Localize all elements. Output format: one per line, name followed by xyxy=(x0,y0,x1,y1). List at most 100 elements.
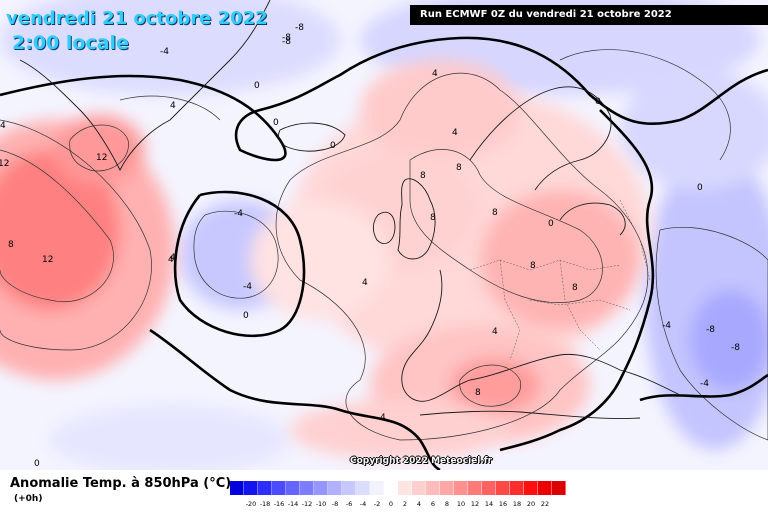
coast-north-africa xyxy=(419,410,641,419)
color-scale-tick-label: 2 xyxy=(402,500,408,508)
warm-area-iberia-core xyxy=(450,357,540,413)
contour-label: 0 xyxy=(697,183,703,193)
contour-atlantic-neg4 xyxy=(193,210,279,299)
color-scale-swatch xyxy=(230,481,244,495)
contour-label: 0 xyxy=(34,459,40,469)
contour-label: 8 xyxy=(456,163,462,173)
contour-label: 12 xyxy=(96,153,107,163)
contour-label: 0 xyxy=(330,141,336,151)
contour-label: -4 xyxy=(662,321,671,331)
contour-canada-8 xyxy=(0,119,152,351)
color-scale-tick-label: -10 xyxy=(315,500,327,508)
contour-label: 0 xyxy=(254,81,260,91)
color-scale-tick-label: -18 xyxy=(259,500,271,508)
contour-label: 4 xyxy=(0,121,6,131)
contour-label: 12 xyxy=(42,255,53,265)
contour-label: -8 xyxy=(282,37,291,47)
contour-label: 4 xyxy=(170,253,176,263)
color-scale-swatch xyxy=(272,481,286,495)
contour-label: -4 xyxy=(700,379,709,389)
color-scale-swatch xyxy=(314,481,328,495)
contour-russia-4 xyxy=(655,227,768,441)
color-scale-swatch xyxy=(454,481,468,495)
color-scale-tick-label: 10 xyxy=(456,500,466,508)
color-scale-tick-label: -20 xyxy=(245,500,257,508)
zero-contour-east xyxy=(499,109,655,452)
contour-europe-4 xyxy=(275,72,649,441)
coastlines xyxy=(19,0,681,419)
contour-label: 12 xyxy=(0,159,9,169)
color-scale-tick-label: 12 xyxy=(470,500,480,508)
contour-label: -4 xyxy=(243,282,252,292)
color-scale-swatch xyxy=(440,481,454,495)
cold-area-atlantic-south xyxy=(50,405,290,470)
contour-labels: -4 -8 -8 0 12 4 4 4 0 0 12 4 8 -8 8 12 8… xyxy=(0,23,740,469)
contour-label: 4 xyxy=(362,278,368,288)
coast-uk xyxy=(397,178,436,260)
contour-canada-12 xyxy=(0,149,114,302)
warm-area-south xyxy=(290,400,510,460)
contour-label: 4 xyxy=(432,69,438,79)
contour-label: -4 xyxy=(234,209,243,219)
contour-label: 0 xyxy=(548,219,554,229)
zero-contour-atlantic-loop xyxy=(173,190,306,338)
cold-area-northeast xyxy=(620,70,768,190)
contour-label: 8 xyxy=(430,213,436,223)
contour-label: 0 xyxy=(595,97,601,107)
model-run-label: Run ECMWF 0Z du vendredi 21 octobre 2022 xyxy=(410,5,768,25)
color-scale-tick-label: -2 xyxy=(373,500,381,508)
color-scale-tick-label: 16 xyxy=(498,500,508,508)
color-scale-swatch xyxy=(412,481,426,495)
color-scale-swatch xyxy=(356,481,370,495)
coast-ireland xyxy=(372,211,396,244)
color-scale-tick-label: 6 xyxy=(430,500,436,508)
legend-lead-time: (+0h) xyxy=(14,494,43,504)
contour-label: -8 xyxy=(706,325,715,335)
contour-label: 8 xyxy=(530,261,536,271)
coast-baltic xyxy=(559,202,626,236)
border-1 xyxy=(469,259,621,271)
color-scale-swatch xyxy=(524,481,538,495)
color-scale-tick-label: 22 xyxy=(540,500,550,508)
zero-contour-southeast xyxy=(639,373,768,402)
border-5 xyxy=(619,199,651,281)
color-scale-swatch xyxy=(510,481,524,495)
color-scale-swatch xyxy=(496,481,510,495)
color-scale-tick-label: -6 xyxy=(345,500,353,508)
border-2 xyxy=(499,259,521,361)
contour-label: 8 xyxy=(572,283,578,293)
contour-label: 8 xyxy=(420,171,426,181)
warm-anomaly-fields xyxy=(0,60,650,460)
color-scale-swatch xyxy=(538,481,552,495)
color-scale-swatch xyxy=(328,481,342,495)
color-scale-tick-label: 8 xyxy=(444,500,450,508)
color-scale-tick-label: 18 xyxy=(512,500,522,508)
color-scale-swatch xyxy=(468,481,482,495)
color-scale-swatch xyxy=(342,481,356,495)
color-scale-swatch xyxy=(398,481,412,495)
country-borders xyxy=(469,199,651,361)
anomaly-contours xyxy=(0,49,768,441)
contour-label: 4 xyxy=(168,255,174,265)
contour-label: 8 xyxy=(8,240,14,250)
temperature-anomaly-map: -4 -8 -8 0 12 4 4 4 0 0 12 4 8 -8 8 12 8… xyxy=(0,0,768,470)
forecast-date: vendredi 21 octobre 2022 xyxy=(6,8,268,29)
coast-scandinavia xyxy=(469,86,612,191)
contour-label: 4 xyxy=(170,101,176,111)
contour-label: -8 xyxy=(295,23,304,33)
contour-iberia-8 xyxy=(459,364,521,407)
zero-contour-north xyxy=(0,36,768,162)
contour-label: 0 xyxy=(243,311,249,321)
color-scale-tick-label: -12 xyxy=(301,500,313,508)
contour-greenland-12 xyxy=(69,124,129,172)
contour-label: 4 xyxy=(380,413,386,423)
zero-contour xyxy=(0,36,768,470)
color-scale-swatch xyxy=(370,481,384,495)
contour-label: 4 xyxy=(492,327,498,337)
color-scale-tick-label: 0 xyxy=(388,500,394,508)
color-scale-tick-label: -14 xyxy=(287,500,299,508)
color-scale-tick-label: 14 xyxy=(484,500,494,508)
color-scale-tick-label: -16 xyxy=(273,500,285,508)
cold-area-russia-core xyxy=(690,290,768,390)
